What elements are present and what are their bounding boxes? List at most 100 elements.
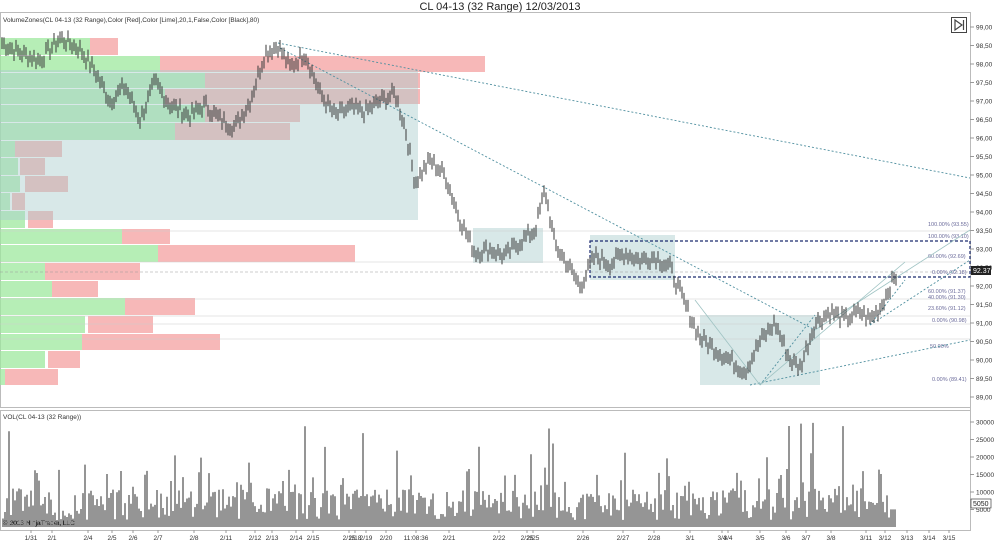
sell-volume-zone: [88, 316, 153, 333]
buy-volume-zone: [0, 176, 20, 192]
volume-axis-tick-label: 5000: [976, 507, 991, 514]
buy-volume-zone: [0, 229, 122, 244]
buy-volume-zone: [0, 316, 85, 333]
sell-volume-zone: [28, 211, 53, 228]
buy-volume-zone: [0, 158, 18, 175]
time-axis-tick-label: 11:08:36: [404, 535, 429, 542]
fibonacci-level-label: 40.00% (91.30): [928, 295, 966, 301]
value-area-box: [0, 70, 418, 220]
time-axis-tick-label: 2/11: [220, 535, 233, 542]
fibonacci-layer: 100.00% (93.55) 100.00% (93.10) 60.00% (92…: [589, 222, 971, 383]
price-axis-tick-label: 98,50: [976, 43, 993, 50]
sell-volume-zone: [48, 351, 80, 368]
channel-line: [759, 261, 906, 386]
price-axis-tick-label: 96,50: [976, 117, 993, 124]
time-axis-tick-label: 3/12: [879, 535, 892, 542]
time-axis-tick-label: 2/25: [521, 535, 534, 542]
volume-axis-tick-label: 15000: [976, 472, 994, 479]
sell-volume-zone: [158, 245, 355, 262]
price-axis: 99,00 98,50 98,00 97,50 97,00 96,50 96,00 95,50…: [970, 25, 993, 402]
price-axis-tick-label: 94,50: [976, 191, 993, 198]
time-axis-tick-label: 3/1: [685, 535, 694, 542]
volume-axis-tick-label: 20000: [976, 455, 994, 462]
price-axis-tick-label: 94,00: [976, 210, 993, 217]
sell-volume-zone: [90, 38, 118, 55]
buy-volume-zone: [0, 334, 82, 350]
price-grid: [0, 230, 970, 340]
buy-volume-zone: [0, 281, 52, 297]
chart-title: CL 04-13 (32 Range) 12/03/2013: [419, 1, 581, 13]
buy-volume-zone: [0, 105, 205, 122]
sell-volume-zone: [52, 281, 98, 297]
time-axis-tick-label: 2/13: [266, 535, 279, 542]
fibonacci-level-label: 100.00% (93.10): [928, 234, 969, 240]
time-axis-tick-label: 2/18: [349, 535, 362, 542]
buy-volume-zone: [0, 369, 5, 385]
fibonacci-level-label: 50.00%: [930, 344, 949, 350]
time-axis-tick-label: 3/4: [723, 535, 732, 542]
time-axis-tick-label: 2/5: [107, 535, 116, 542]
time-axis-tick-label: 2/26: [577, 535, 590, 542]
fibonacci-level-label: 0.00% (90.98): [932, 318, 967, 324]
fibonacci-level-label: 23.60% (91.12): [928, 306, 966, 312]
sell-volume-zone: [205, 105, 300, 122]
time-axis-tick-label: 2/19: [360, 535, 373, 542]
time-axis: 1/31 2/1 2/4 2/5 2/6 2/7 2/8 2/11 2/12 2/13 2/14 2/…: [25, 530, 956, 542]
time-axis-tick-label: 1/31: [25, 535, 38, 542]
buy-volume-zone: [0, 193, 10, 210]
time-axis-tick-label: 2/14: [290, 535, 303, 542]
volume-axis-tick-label: 30000: [976, 420, 994, 427]
price-axis-tick-label: 95,00: [976, 173, 993, 180]
price-axis-tick-label: 97,00: [976, 99, 993, 106]
sell-volume-zone: [12, 193, 25, 210]
time-axis-tick-label: 2/4: [83, 535, 92, 542]
volume-axis-tick-label: 25000: [976, 437, 994, 444]
sell-volume-zone: [160, 56, 485, 72]
fibonacci-box: [589, 240, 971, 278]
sell-volume-zone: [205, 73, 420, 88]
trendline: [869, 279, 906, 326]
time-axis-tick-label: 3/4: [717, 535, 726, 542]
buy-volume-zone: [0, 245, 158, 262]
price-axis-tick-label: 99,00: [976, 25, 993, 32]
sell-volume-zone: [5, 369, 58, 385]
sell-volume-zone: [20, 158, 45, 175]
current-price-marker: [971, 266, 991, 275]
sell-volume-zone: [25, 176, 68, 192]
price-axis-tick-label: 98,00: [976, 62, 993, 69]
copyright-text: © 2013 NinjaTrader, LLC: [3, 519, 75, 527]
fibonacci-level-label: 60.00% (92.69): [928, 254, 966, 260]
time-axis-tick-label: 3/13: [901, 535, 914, 542]
buy-volume-zone: [0, 298, 125, 315]
price-axis-tick-label: 89,00: [976, 395, 993, 402]
price-axis-tick-label: 95,50: [976, 154, 993, 161]
buy-volume-zone: [0, 263, 45, 280]
time-axis-tick-label: 3/6: [781, 535, 790, 542]
price-axis-tick-label: 91,50: [976, 302, 993, 309]
price-axis-tick-label: 93,50: [976, 228, 993, 235]
time-axis-tick-label: 3/5: [755, 535, 764, 542]
price-axis-tick-label: 93,00: [976, 247, 993, 254]
volume-last-marker: [970, 498, 992, 509]
price-axis-tick-label: 90,50: [976, 339, 993, 346]
time-axis-tick-label: 3/11: [860, 535, 873, 542]
volume-panel-label: VOL(CL 04-13 (32 Range)): [3, 414, 81, 421]
buy-volume-zone: [0, 123, 175, 140]
volume-bars: [2, 422, 896, 527]
time-axis-tick-label: 3/7: [801, 535, 810, 542]
price-axis-tick-label: 89,50: [976, 376, 993, 383]
time-axis-tick-label: 2/21: [443, 535, 456, 542]
time-axis-tick-label: 2/22: [493, 535, 506, 542]
price-panel-label: VolumeZones(CL 04-13 (32 Range),Color [R…: [3, 17, 259, 24]
time-axis-tick-label: 3/15: [943, 535, 956, 542]
play-icon[interactable]: [951, 17, 967, 33]
time-axis-tick-label: 2/15: [343, 535, 356, 542]
time-axis-tick-label: 3/14: [923, 535, 936, 542]
current-price-label: 92.37: [973, 268, 991, 275]
time-axis-tick-label: 2/8: [189, 535, 198, 542]
price-axis-tick-label: 97,50: [976, 80, 993, 87]
time-axis-tick-label: 2/12: [249, 535, 262, 542]
trendline: [277, 42, 971, 179]
fibonacci-level-label: 0.00% (89.41): [932, 377, 967, 383]
